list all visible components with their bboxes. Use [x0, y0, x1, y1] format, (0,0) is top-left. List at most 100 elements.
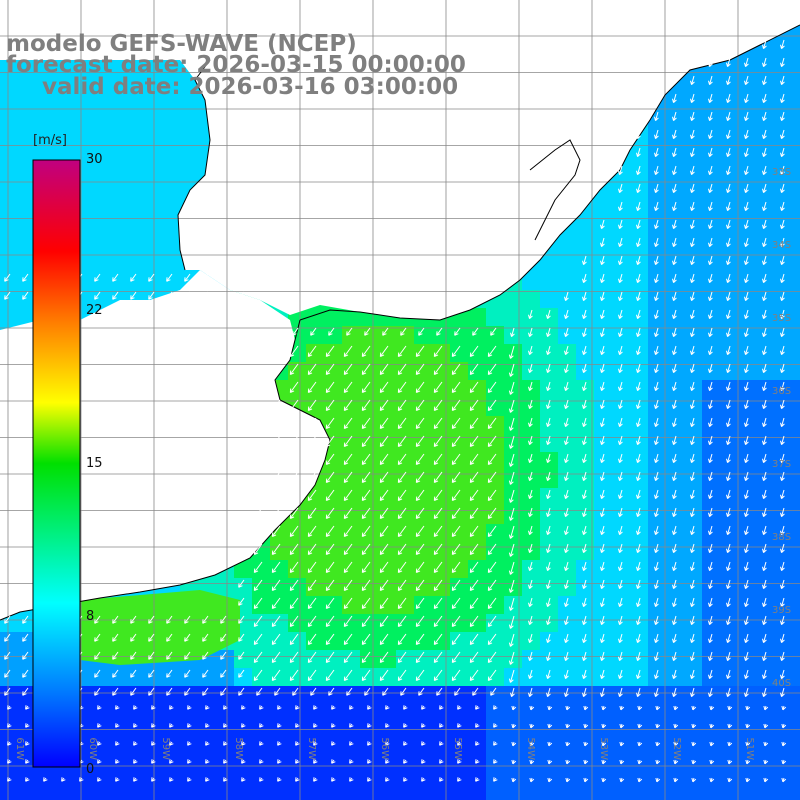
wind-arrow-head: [563, 296, 567, 301]
wind-arrow: [601, 255, 605, 265]
wind-cell: [252, 758, 270, 776]
wind-arrow-head: [671, 206, 675, 211]
wind-cell: [0, 668, 18, 686]
wind-cell: [774, 776, 792, 794]
wind-arrow: [727, 111, 731, 121]
wind-cell: [252, 722, 270, 740]
wind-cell: [396, 380, 414, 398]
wind-cell: [594, 200, 612, 218]
wind-cell: [90, 776, 108, 794]
wind-arrow-head: [781, 153, 785, 158]
wind-cell: [378, 470, 396, 488]
wind-arrow-head: [763, 171, 767, 176]
wind-cell: [486, 776, 504, 794]
wind-cell: [414, 686, 432, 704]
wind-arrow-head: [653, 260, 657, 265]
wind-cell: [162, 686, 180, 704]
wind-cell: [720, 722, 738, 740]
wind-arrow: [673, 57, 677, 67]
wind-arrow-head: [655, 279, 659, 284]
wind-cell: [450, 668, 468, 686]
wind-cell: [54, 56, 72, 74]
wind-cell: [108, 74, 126, 92]
wind-arrow-head: [691, 207, 695, 212]
wind-arrow-head: [761, 206, 765, 211]
wind-cell: [306, 776, 324, 794]
wind-arrow: [673, 165, 677, 175]
wind-arrow-head: [130, 297, 135, 300]
wind-arrow-head: [637, 81, 641, 86]
wind-cell: [468, 578, 486, 596]
wind-arrow-head: [545, 314, 549, 319]
wind-arrow-head: [745, 171, 749, 176]
wind-cell: [0, 272, 18, 290]
wind-cell: [18, 722, 36, 740]
wind-cell: [630, 704, 648, 722]
wind-cell: [18, 74, 36, 92]
wind-arrow-head: [707, 188, 711, 193]
wind-cell: [504, 722, 522, 740]
wind-arrow-head: [725, 80, 729, 85]
wind-arrow-head: [743, 224, 747, 229]
wind-cell: [0, 632, 18, 650]
wind-arrow-head: [635, 278, 639, 283]
wind-cell: [144, 758, 162, 776]
wind-cell: [774, 722, 792, 740]
wind-cell: [396, 614, 414, 632]
wind-cell: [558, 272, 576, 290]
wind-cell: [252, 650, 270, 668]
wind-cell: [792, 704, 800, 722]
wind-arrow-head: [655, 261, 659, 266]
wind-arrow-head: [707, 134, 711, 139]
wind-arrow-head: [763, 99, 767, 104]
wind-cell: [216, 668, 234, 686]
wind-cell: [162, 164, 180, 182]
wind-cell: [396, 488, 414, 506]
wind-cell: [468, 434, 486, 452]
wind-cell: [198, 704, 216, 722]
wind-arrow: [673, 93, 677, 103]
wind-cell: [396, 776, 414, 794]
wind-cell: [234, 650, 252, 668]
wind-arrow: [709, 39, 713, 49]
wind-cell: [90, 740, 108, 758]
wind-cell: [18, 686, 36, 704]
wind-arrow-head: [635, 170, 639, 175]
wind-cell: [630, 722, 648, 740]
wind-cell: [504, 488, 522, 506]
wind-cell: [252, 632, 270, 650]
wind-cell: [432, 740, 450, 758]
wind-arrow-head: [709, 207, 713, 212]
wind-cell: [504, 776, 522, 794]
wind-arrow-head: [781, 63, 785, 68]
wind-arrow: [655, 291, 659, 301]
wind-arrow-head: [130, 279, 135, 282]
wind-cell: [360, 344, 378, 362]
wind-arrow: [238, 273, 245, 282]
wind-cell: [432, 380, 450, 398]
wind-cell: [234, 794, 252, 800]
wind-arrow-head: [743, 116, 747, 121]
wind-arrow: [94, 291, 101, 300]
wind-arrow-head: [148, 279, 153, 282]
wind-arrow-head: [709, 63, 713, 68]
wind-arrow-head: [619, 297, 623, 302]
wind-arrow: [727, 165, 731, 175]
wind-cell: [234, 758, 252, 776]
wind-cell: [432, 650, 450, 668]
wind-arrow-head: [745, 225, 749, 230]
wind-arrow-head: [781, 279, 785, 284]
wind-arrow-head: [637, 279, 641, 284]
wind-arrow-head: [707, 206, 711, 211]
wind-arrow-head: [653, 242, 657, 247]
wind-cell: [342, 524, 360, 542]
wind-cell: [216, 704, 234, 722]
wind-cell: [162, 236, 180, 254]
wind-arrow-head: [743, 44, 747, 49]
wind-arrow: [781, 183, 785, 193]
wind-cell: [738, 758, 756, 776]
wind-cell: [666, 758, 684, 776]
wind-cell: [540, 272, 558, 290]
wind-cell: [360, 398, 378, 416]
wind-arrow: [781, 273, 785, 283]
